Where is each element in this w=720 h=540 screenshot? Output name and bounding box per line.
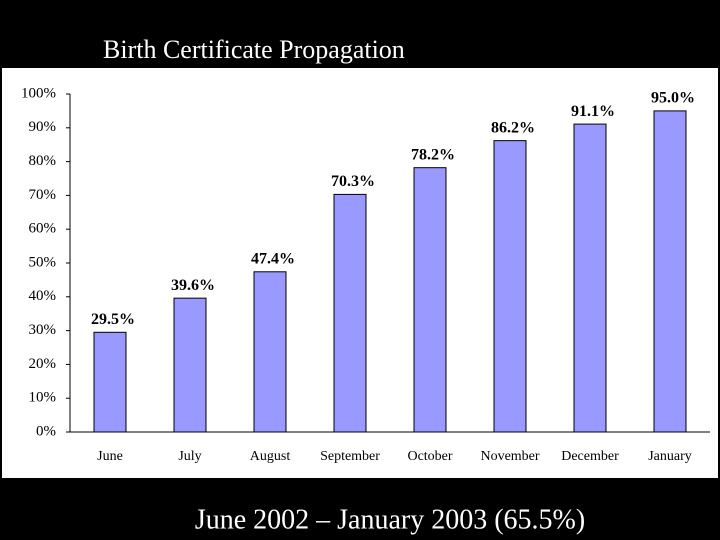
- bar: [253, 271, 287, 433]
- x-tick-label: August: [250, 449, 291, 464]
- y-tick-label: 60%: [29, 221, 57, 237]
- y-tick-label: 90%: [29, 119, 57, 135]
- y-tick-label: 20%: [29, 356, 57, 372]
- value-label: 95.0%: [651, 90, 695, 107]
- x-tick-label: September: [320, 449, 380, 464]
- value-label: 70.3%: [331, 173, 375, 190]
- bar: [333, 193, 367, 433]
- slide-title: Birth Certificate Propagation: [103, 35, 405, 64]
- x-tick-label: January: [648, 449, 692, 464]
- y-tick-label: 50%: [29, 254, 57, 270]
- y-tick-label: 80%: [29, 153, 57, 169]
- value-label: 78.2%: [411, 146, 455, 163]
- bar: [173, 297, 207, 433]
- y-tick-label: 100%: [21, 85, 56, 101]
- x-tick-label: December: [561, 449, 619, 464]
- y-tick-label: 40%: [29, 288, 57, 304]
- value-label: 39.6%: [171, 277, 215, 294]
- value-label: 91.1%: [571, 103, 615, 120]
- y-tick-label: 30%: [29, 322, 57, 338]
- bar: [573, 123, 607, 433]
- y-tick-label: 10%: [29, 390, 57, 406]
- x-tick-label: June: [97, 449, 123, 464]
- value-label: 29.5%: [91, 311, 135, 328]
- value-label: 47.4%: [251, 250, 295, 267]
- value-label: 86.2%: [491, 119, 535, 136]
- caption: June 2002 – January 2003 (65.5%): [195, 504, 585, 535]
- x-tick-label: November: [480, 449, 539, 464]
- bar: [653, 110, 687, 433]
- y-tick-label: 70%: [29, 187, 57, 203]
- bar: [413, 167, 447, 433]
- x-tick-label: October: [407, 449, 452, 464]
- bar: [93, 331, 127, 433]
- bar: [493, 140, 527, 433]
- y-tick-label: 0%: [36, 423, 56, 439]
- x-tick-label: July: [178, 449, 201, 464]
